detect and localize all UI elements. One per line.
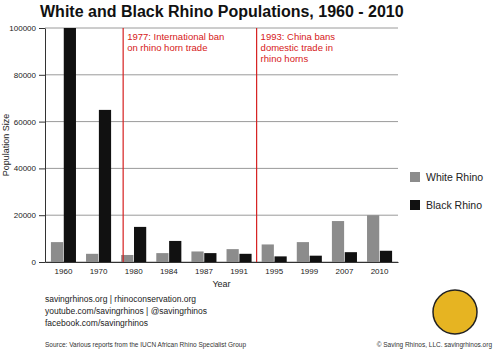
bar: [191, 251, 203, 262]
annotation-line: [123, 28, 124, 262]
y-tick-label: 0: [32, 258, 37, 267]
footer-text: savingrhinos.org | rhinoconservation.org: [45, 294, 196, 304]
annotation-text: domestic trade in: [261, 42, 333, 53]
y-axis-title: Population Size: [1, 114, 11, 177]
footer: savingrhinos.org | rhinoconservation.org…: [45, 294, 492, 349]
bars: [51, 28, 392, 262]
x-axis: 1960 1970 1980 1984 1987 1991 1995 1999 2007 2010: [46, 262, 399, 276]
x-tick: 2007: [336, 262, 354, 276]
logo: [433, 290, 477, 334]
y-tick-mark: [39, 28, 45, 29]
x-tick-label: 1991: [230, 267, 248, 276]
bar: [51, 242, 63, 262]
grid-line: [45, 74, 398, 75]
legend-swatch: [410, 172, 420, 182]
y-tick-mark: [39, 122, 45, 123]
x-tick-label: 1984: [160, 267, 178, 276]
y-tick: 80000: [14, 71, 45, 80]
y-tick-mark: [39, 75, 45, 76]
y-axis: 0 20000 40000 60000 80000 100000: [9, 24, 45, 267]
bar-series: [64, 28, 392, 262]
bar: [310, 256, 322, 262]
bar: [262, 244, 274, 262]
x-tick-label: 1999: [300, 267, 318, 276]
bar: [99, 110, 111, 262]
x-tick: 2010: [371, 262, 389, 276]
bar: [275, 256, 287, 262]
annotation-box: [125, 30, 244, 56]
x-tick-label: 2010: [371, 267, 389, 276]
source: Source: Various reports from the IUCN Af…: [45, 341, 246, 349]
x-tick-label: 1980: [125, 267, 143, 276]
y-tick-mark: [39, 262, 45, 263]
bar: [367, 215, 379, 262]
x-tick: 1995: [265, 262, 283, 276]
bar: [134, 227, 146, 262]
bar: [86, 254, 98, 262]
y-tick-mark: [39, 168, 45, 169]
title: White and Black Rhino Populations, 1960 …: [40, 3, 404, 20]
y-tick-label: 60000: [14, 118, 37, 127]
annotation-text: 1993: China bans: [261, 31, 336, 42]
y-axis-line: [45, 29, 46, 263]
annotation-text: 1977: International ban: [127, 31, 224, 42]
grid-line: [45, 121, 398, 122]
bar: [204, 253, 216, 262]
x-tick: 1970: [90, 262, 108, 276]
y-tick-label: 80000: [14, 71, 37, 80]
annotation-box: [259, 30, 348, 67]
x-tick: 1991: [230, 262, 248, 276]
legend: White Rhino Black Rhino: [410, 171, 483, 211]
bar: [169, 241, 181, 262]
bar: [332, 221, 344, 262]
grid-line: [45, 168, 398, 169]
grid-line: [45, 28, 398, 29]
y-tick: 60000: [14, 118, 45, 127]
x-tick-label: 1970: [90, 267, 108, 276]
x-tick-label: 1995: [265, 267, 283, 276]
annotation-text: rhino horns: [261, 53, 309, 64]
y-tick: 100000: [9, 24, 45, 33]
chart: White and Black Rhino Populations, 1960 …: [0, 0, 500, 353]
x-tick: 1999: [300, 262, 318, 276]
bar: [156, 253, 168, 262]
x-tick-label: 2007: [336, 267, 354, 276]
copyright: © Saving Rhinos, LLC. savingrhinos.org: [377, 341, 493, 349]
footer-text: youtube.com/savingrhinos | @savingrhinos: [45, 306, 207, 316]
annotation-line: [256, 28, 257, 262]
grid: [45, 28, 398, 262]
grid-line: [45, 215, 398, 216]
x-axis-title: Year: [212, 279, 230, 289]
y-tick-label: 40000: [14, 164, 37, 173]
bar: [239, 254, 251, 262]
bar: [64, 28, 76, 262]
footer-text: facebook.com/savingrhinos: [45, 318, 148, 328]
legend-label: Black Rhino: [426, 199, 482, 211]
x-tick: 1984: [160, 262, 178, 276]
y-tick: 0: [32, 258, 45, 267]
y-tick-mark: [39, 215, 45, 216]
x-tick-label: 1987: [195, 267, 213, 276]
y-tick: 20000: [14, 211, 45, 220]
y-tick: 40000: [14, 164, 45, 173]
annotation-text: on rhino horn trade: [127, 42, 207, 53]
y-tick-label: 20000: [14, 211, 37, 220]
bar: [297, 242, 309, 262]
annotations: 1977: International banon rhino horn tra…: [123, 28, 348, 262]
y-tick-label: 100000: [9, 24, 36, 33]
legend-swatch: [410, 200, 420, 210]
x-axis-line: [46, 262, 399, 263]
x-tick: 1987: [195, 262, 213, 276]
legend-label: White Rhino: [426, 171, 483, 183]
x-tick: 1960: [55, 262, 73, 276]
bar: [380, 251, 392, 262]
bar: [345, 252, 357, 262]
x-tick: 1980: [125, 262, 143, 276]
x-tick-label: 1960: [55, 267, 73, 276]
bar: [227, 249, 239, 262]
